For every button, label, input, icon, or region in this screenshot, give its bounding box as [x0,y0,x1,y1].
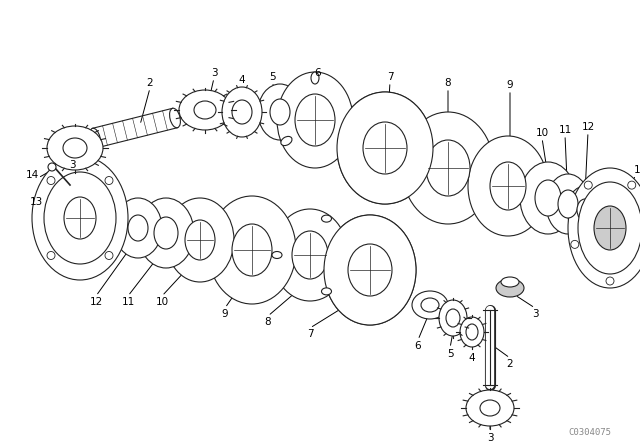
Ellipse shape [439,300,467,336]
Ellipse shape [128,215,148,241]
Text: 12: 12 [90,297,102,307]
Circle shape [105,177,113,185]
Ellipse shape [577,199,593,221]
Ellipse shape [270,99,290,125]
Ellipse shape [324,215,416,325]
Ellipse shape [281,137,292,146]
Ellipse shape [568,168,640,288]
Circle shape [584,181,592,189]
Ellipse shape [496,279,524,297]
Circle shape [606,277,614,285]
Ellipse shape [567,186,603,234]
Ellipse shape [277,72,353,168]
Text: 8: 8 [445,78,451,88]
Ellipse shape [258,84,302,140]
Ellipse shape [446,309,460,327]
Text: 10: 10 [156,297,168,307]
Ellipse shape [90,128,100,148]
Text: 4: 4 [239,75,245,85]
Ellipse shape [490,162,526,210]
Ellipse shape [44,172,116,264]
Ellipse shape [594,206,626,250]
Ellipse shape [324,215,416,325]
Circle shape [571,241,579,248]
Text: 6: 6 [315,68,321,78]
Ellipse shape [558,190,578,218]
Text: 7: 7 [387,72,394,82]
Text: 2: 2 [507,359,513,369]
Text: 1: 1 [634,165,640,175]
Ellipse shape [232,100,252,124]
Ellipse shape [337,92,433,204]
Ellipse shape [546,174,590,234]
Ellipse shape [154,217,178,249]
Ellipse shape [520,162,576,234]
Ellipse shape [421,298,439,312]
Ellipse shape [348,244,392,296]
Ellipse shape [338,137,349,146]
Ellipse shape [460,317,484,347]
Ellipse shape [272,251,282,258]
Ellipse shape [222,87,262,137]
Ellipse shape [138,198,194,268]
Ellipse shape [47,126,103,170]
Ellipse shape [535,180,561,216]
Text: 9: 9 [221,309,228,319]
Ellipse shape [32,156,128,280]
Ellipse shape [578,182,640,274]
Text: 3: 3 [68,160,76,170]
Ellipse shape [468,136,548,236]
Ellipse shape [208,196,296,304]
Ellipse shape [64,197,96,239]
Ellipse shape [166,198,234,282]
Text: 9: 9 [507,80,513,90]
Ellipse shape [426,140,470,196]
Circle shape [48,163,56,171]
Ellipse shape [480,400,500,416]
Circle shape [47,251,55,259]
Text: 5: 5 [269,72,275,82]
Circle shape [47,177,55,185]
Text: 5: 5 [447,349,453,359]
Text: 11: 11 [122,297,134,307]
Ellipse shape [402,112,494,224]
Ellipse shape [321,215,332,222]
Ellipse shape [466,324,478,340]
Ellipse shape [501,277,519,287]
Text: 14: 14 [26,170,38,180]
Ellipse shape [185,220,215,260]
Ellipse shape [194,101,216,119]
Text: 13: 13 [29,197,43,207]
Ellipse shape [311,72,319,84]
Ellipse shape [412,291,448,319]
Ellipse shape [348,244,392,296]
Ellipse shape [232,224,272,276]
Ellipse shape [170,108,180,128]
Text: 12: 12 [581,122,595,132]
Ellipse shape [295,94,335,146]
Text: 10: 10 [536,128,548,138]
Ellipse shape [466,390,514,426]
Text: 3: 3 [486,433,493,443]
Text: 3: 3 [211,68,218,78]
Text: 3: 3 [532,309,538,319]
Ellipse shape [179,90,231,130]
Text: 6: 6 [415,341,421,351]
Circle shape [628,181,636,189]
Text: 8: 8 [265,317,271,327]
Text: 7: 7 [307,329,314,339]
Ellipse shape [63,138,87,158]
Text: C0304075: C0304075 [568,427,611,436]
Ellipse shape [363,122,407,174]
Ellipse shape [114,198,162,258]
Circle shape [105,251,113,259]
Ellipse shape [321,288,332,295]
Ellipse shape [363,122,407,174]
Ellipse shape [337,92,433,204]
Ellipse shape [292,231,328,279]
Text: 11: 11 [558,125,572,135]
Ellipse shape [272,209,348,301]
Text: 2: 2 [147,78,154,88]
Text: 4: 4 [468,353,476,363]
